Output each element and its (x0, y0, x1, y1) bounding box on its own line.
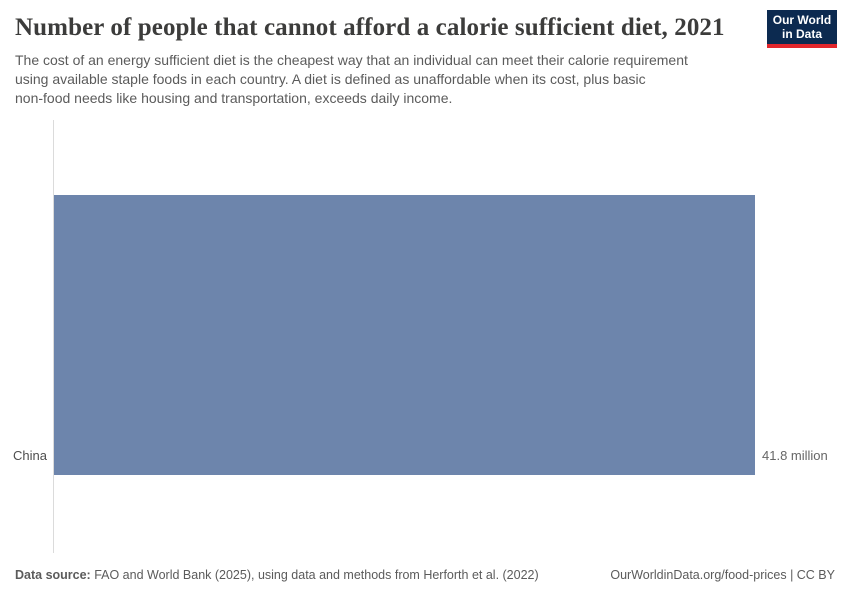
owid-cc-link[interactable]: OurWorldinData.org/food-prices | CC BY (610, 568, 835, 582)
subtitle-line: using available staple foods in each cou… (15, 71, 646, 87)
bar-china[interactable] (54, 195, 755, 475)
owid-logo: Our World in Data (767, 10, 837, 48)
subtitle-line: The cost of an energy sufficient diet is… (15, 52, 688, 68)
chart-subtitle: The cost of an energy sufficient diet is… (15, 51, 688, 108)
data-source-text: FAO and World Bank (2025), using data an… (90, 568, 539, 582)
data-source-note: Data source: FAO and World Bank (2025), … (15, 568, 539, 582)
owid-logo-line1: Our World (772, 13, 832, 27)
bar-value-label: 41.8 million (762, 448, 828, 463)
chart-footer: Data source: FAO and World Bank (2025), … (15, 568, 835, 582)
page-title: Number of people that cannot afford a ca… (15, 14, 725, 41)
owid-logo-line2: in Data (781, 27, 822, 41)
y-axis-line (53, 120, 54, 553)
data-source-label: Data source: (15, 568, 91, 582)
bar-chart-plot-area: China 41.8 million (0, 120, 850, 553)
subtitle-line: non-food needs like housing and transpor… (15, 90, 453, 106)
entity-label-china: China (13, 448, 47, 463)
